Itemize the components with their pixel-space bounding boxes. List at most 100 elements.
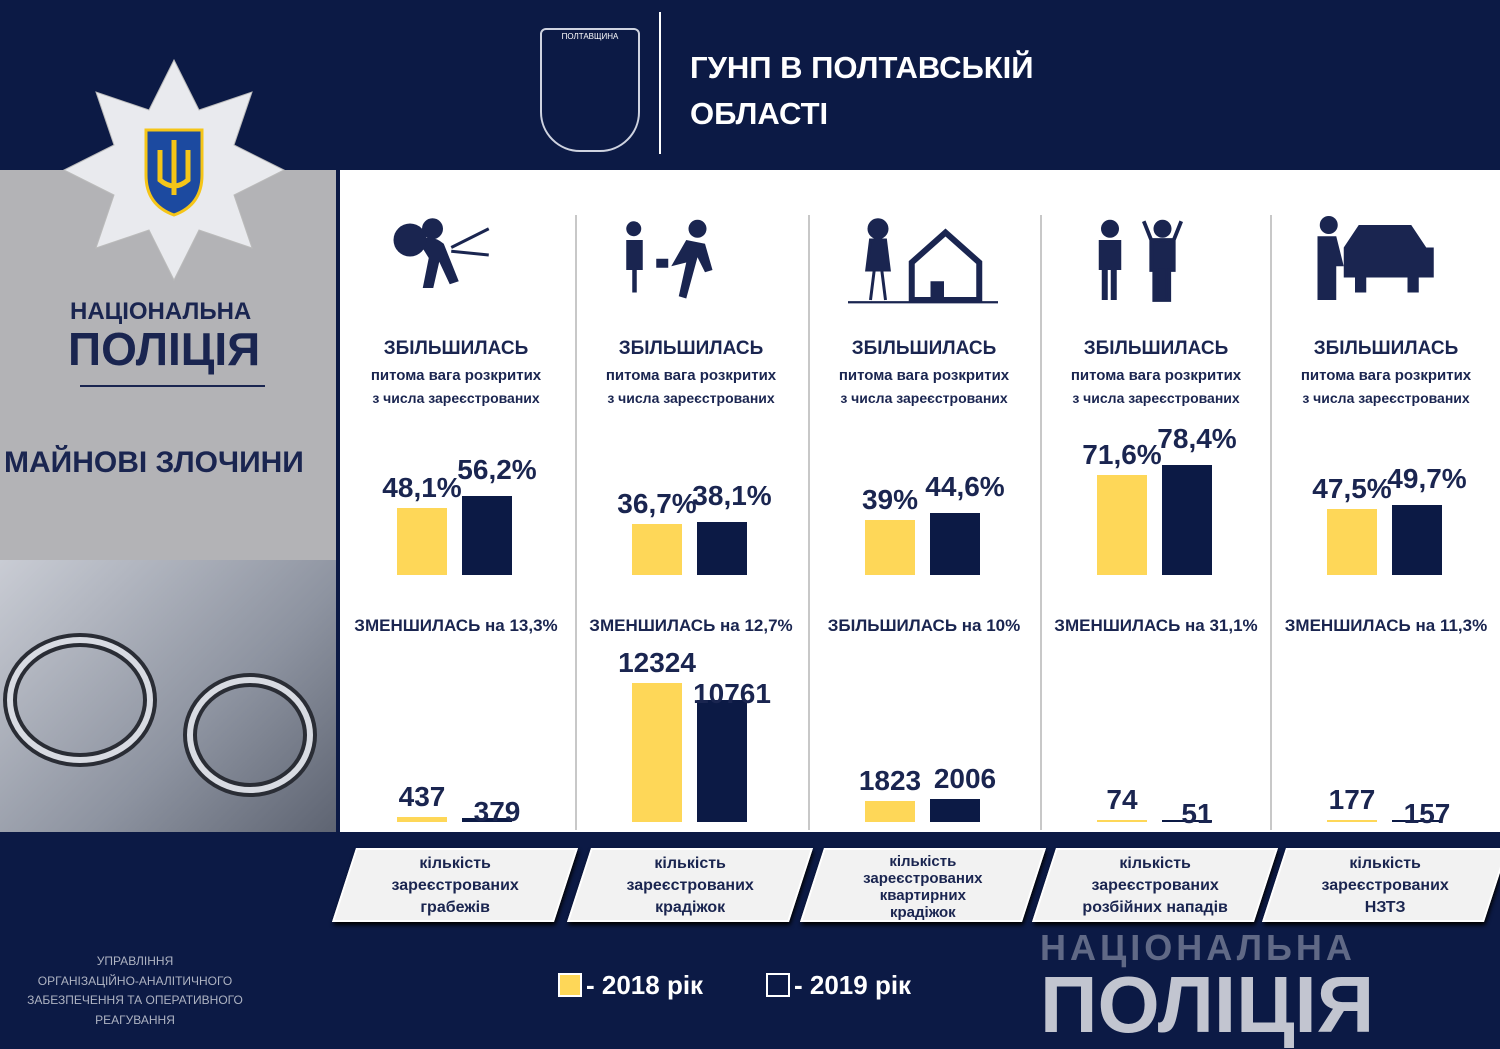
legend-2018: - 2018 рік <box>558 970 703 1001</box>
rate-label-2019: 78,4% <box>1157 423 1237 455</box>
category-label-robbery: кількість зареєстрованих грабежів <box>331 848 579 922</box>
count-label-2018: 1823 <box>858 765 922 797</box>
column-vehicle-theft: ЗБІЛЬШИЛАСЬ питома вага розкритих з числ… <box>1270 170 1500 832</box>
bar-count-2019 <box>697 700 747 822</box>
trend-subtitle: з числа зареєстрованих <box>840 390 1008 406</box>
police-watermark: НАЦІОНАЛЬНА ПОЛІЦІЯ <box>1040 930 1374 1045</box>
category-label-theft: кількість зареєстрованих крадіжок <box>566 848 814 922</box>
count-label-2018: 177 <box>1328 783 1376 815</box>
category-label-line: розбійних нападів <box>1082 899 1228 916</box>
rate-label-2019: 44,6% <box>925 470 1005 502</box>
trend-subtitle: питома вага розкритих <box>605 367 777 384</box>
count-label-2018: 437 <box>398 781 446 813</box>
trend-subtitle: питома вага розкритих <box>1300 367 1472 384</box>
column-divider <box>575 215 577 830</box>
legend-swatch-2019 <box>766 973 790 997</box>
chart-panel <box>340 170 1500 832</box>
title-line2: ОБЛАСТІ <box>690 96 829 131</box>
category-label-line: кількість <box>1349 855 1421 872</box>
count-label-2019: 157 <box>1403 798 1451 829</box>
org-name-line1: НАЦІОНАЛЬНА <box>70 298 252 325</box>
org-divider <box>80 385 265 387</box>
category-label-line: кількість <box>889 853 957 870</box>
category-label-line: крадіжок <box>655 899 726 916</box>
bar-rate-2018 <box>397 507 447 575</box>
theft-icon <box>626 219 713 299</box>
rate-label-2019: 49,7% <box>1387 463 1467 495</box>
bar-rate-2019 <box>697 521 747 575</box>
count-label-2019: 2006 <box>933 763 997 795</box>
category-label-line: зареєстрованих <box>1321 877 1449 894</box>
bar-rate-2018 <box>865 520 915 575</box>
title-line1: ГУНП В ПОЛТАВСЬКІЙ <box>690 50 1034 85</box>
count-change: ЗМЕНШИЛАСЬ на 11,3% <box>1284 616 1488 635</box>
trend-subtitle: питома вага розкритих <box>838 367 1010 384</box>
header-title: ГУНП В ПОЛТАВСЬКІЙ ОБЛАСТІ <box>690 45 1034 137</box>
trend-subtitle: з числа зареєстрованих <box>1302 390 1470 406</box>
footer-line: ОРГАНІЗАЦІЙНО-АНАЛІТИЧНОГО <box>37 973 233 988</box>
rate-label-2019: 56,2% <box>457 454 537 486</box>
category-label-line: кількість <box>419 855 491 872</box>
rate-label-2018: 47,5% <box>1312 472 1392 504</box>
bar-rate-2019 <box>1162 465 1212 575</box>
trend-heading: ЗБІЛЬШИЛАСЬ <box>851 338 997 359</box>
category-label-assault: кількість зареєстрованих розбійних нападів <box>1031 848 1279 922</box>
column-assault: ЗБІЛЬШИЛАСЬ питома вага розкритих з числ… <box>1040 170 1272 832</box>
burglary-icon <box>848 218 998 304</box>
column-divider <box>1270 215 1272 830</box>
bar-count-2018 <box>865 801 915 822</box>
robbery-icon <box>393 218 490 288</box>
assault-icon <box>1098 219 1183 302</box>
org-name-line2: ПОЛІЦІЯ <box>68 323 261 375</box>
rate-label-2018: 71,6% <box>1082 438 1162 470</box>
bar-count-2018 <box>1327 819 1377 822</box>
footer-department: УПРАВЛІННЯ ОРГАНІЗАЦІЙНО-АНАЛІТИЧНОГО ЗАБЕ… <box>20 952 250 1030</box>
rate-label-2019: 38,1% <box>692 479 772 511</box>
count-change: ЗБІЛЬШИЛАСЬ на 10% <box>827 616 1021 635</box>
bar-rate-2018 <box>1327 508 1377 575</box>
vehicle-theft-icon <box>1317 216 1434 300</box>
rate-label-2018: 36,7% <box>617 487 697 519</box>
bar-count-2019 <box>930 799 980 822</box>
count-label-2019: 379 <box>473 795 521 827</box>
trend-subtitle: з числа зареєстрованих <box>1072 390 1240 406</box>
footer-line: ЗАБЕЗПЕЧЕННЯ ТА ОПЕРАТИВНОГО <box>27 993 243 1007</box>
category-label-burglary: кількість зареєстрованих квартирних крадіжо… <box>799 848 1047 922</box>
column-divider <box>1040 215 1042 830</box>
category-label-line: кількість <box>654 855 726 872</box>
count-change: ЗМЕНШИЛАСЬ на 12,7% <box>589 616 793 635</box>
category-label-vehicle-theft: кількість зареєстрованих НЗТЗ <box>1261 848 1500 922</box>
count-label-2018: 12324 <box>618 646 696 678</box>
count-change: ЗМЕНШИЛАСЬ на 31,1% <box>1054 616 1258 635</box>
category-label-line: зареєстрованих <box>626 877 754 894</box>
bar-count-2018 <box>397 817 447 822</box>
footer-line: УПРАВЛІННЯ <box>96 954 174 968</box>
trend-subtitle: з числа зареєстрованих <box>607 390 775 406</box>
bar-count-2018 <box>1097 820 1147 822</box>
legend-swatch-2018 <box>558 973 582 997</box>
police-star-icon <box>62 58 286 282</box>
trend-heading: ЗБІЛЬШИЛАСЬ <box>618 338 764 359</box>
bar-count-2019 <box>462 817 512 822</box>
rate-label-2018: 39% <box>861 484 919 516</box>
category-label-line: зареєстрованих <box>863 870 983 887</box>
bar-count-2019 <box>1162 820 1212 822</box>
category-label-line: зареєстрованих <box>1091 877 1219 894</box>
bar-rate-2018 <box>632 523 682 575</box>
rate-label-2018: 48,1% <box>382 471 462 503</box>
category-label-line: грабежів <box>420 899 490 916</box>
handcuffs-image <box>0 560 336 832</box>
count-label-2018: 74 <box>1106 784 1138 815</box>
column-burglary: ЗБІЛЬШИЛАСЬ питома вага розкритих з числ… <box>808 170 1040 832</box>
trend-heading: ЗБІЛЬШИЛАСЬ <box>1313 338 1459 359</box>
bar-rate-2019 <box>462 496 512 575</box>
trend-subtitle: з числа зареєстрованих <box>372 390 540 406</box>
count-label-2019: 51 <box>1181 798 1213 829</box>
legend-2019: - 2019 рік <box>766 970 911 1001</box>
category-label-line: НЗТЗ <box>1364 899 1406 916</box>
column-theft: ЗБІЛЬШИЛАСЬ питома вага розкритих з числ… <box>575 170 807 832</box>
bar-rate-2018 <box>1097 474 1147 575</box>
category-label-line: крадіжок <box>890 904 956 921</box>
category-label-line: кількість <box>1119 855 1191 872</box>
trend-subtitle: питома вага розкритих <box>1070 367 1242 384</box>
